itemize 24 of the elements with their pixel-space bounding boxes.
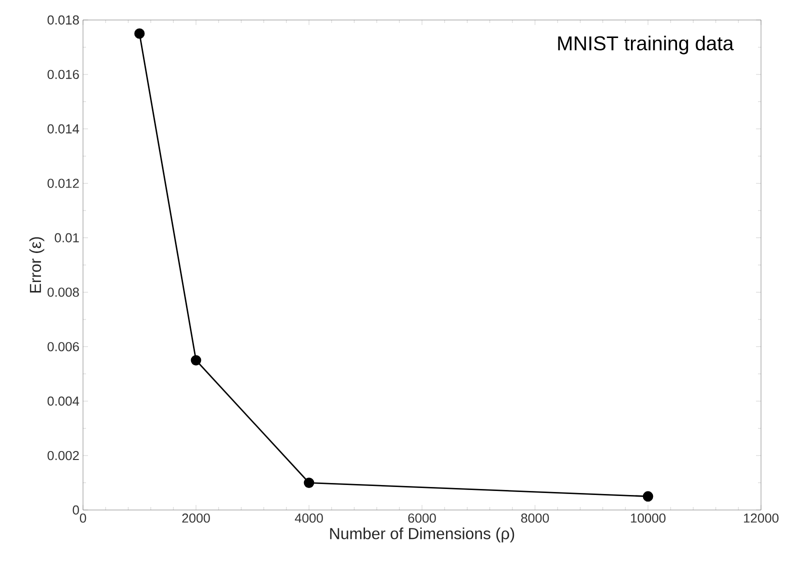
x-axis-title: Number of Dimensions (ρ) [330,528,514,542]
x-tick-label: 0 [80,514,86,523]
y-tick-label: 0 [72,505,79,515]
x-tick-label: 8000 [521,514,549,523]
x-tick-label: 2000 [182,514,210,523]
y-tick-label: 0.004 [48,396,80,406]
y-tick-label: 0.01 [54,233,79,242]
y-tick-label: 0.006 [48,342,79,352]
y-tick-label: 0.016 [48,70,79,80]
x-tick-label: 6000 [408,514,436,523]
point [642,491,654,502]
point [134,28,145,39]
y-tick-label: 0.012 [48,178,79,188]
y-tick-label: 0.002 [48,450,79,460]
y-tick-label: 0.014 [48,124,80,134]
y-axis-title: Error (ε) [29,237,44,292]
x-tick-label: 12000 [744,514,779,523]
x-tick-label: 10000 [630,514,666,523]
y-tick-label: 0.018 [48,15,79,25]
annotation: MNIST training data [558,36,734,54]
point [190,355,202,366]
y-tick-label: 0.008 [48,288,79,297]
point [304,478,314,488]
x-tick-label: 4000 [294,514,323,523]
